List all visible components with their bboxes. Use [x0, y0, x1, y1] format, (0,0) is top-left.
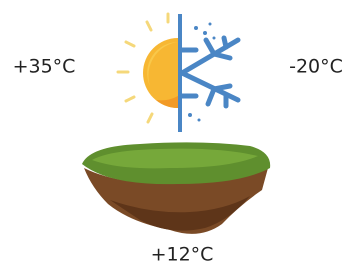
cold-label: -20°C — [289, 56, 343, 78]
ground-label: +12°C — [151, 244, 214, 264]
snowflake — [182, 38, 238, 106]
hot-label: +35°C — [13, 56, 76, 78]
illustration: +35°C -20°C +12°C — [0, 0, 351, 264]
snow-dots — [188, 23, 216, 122]
